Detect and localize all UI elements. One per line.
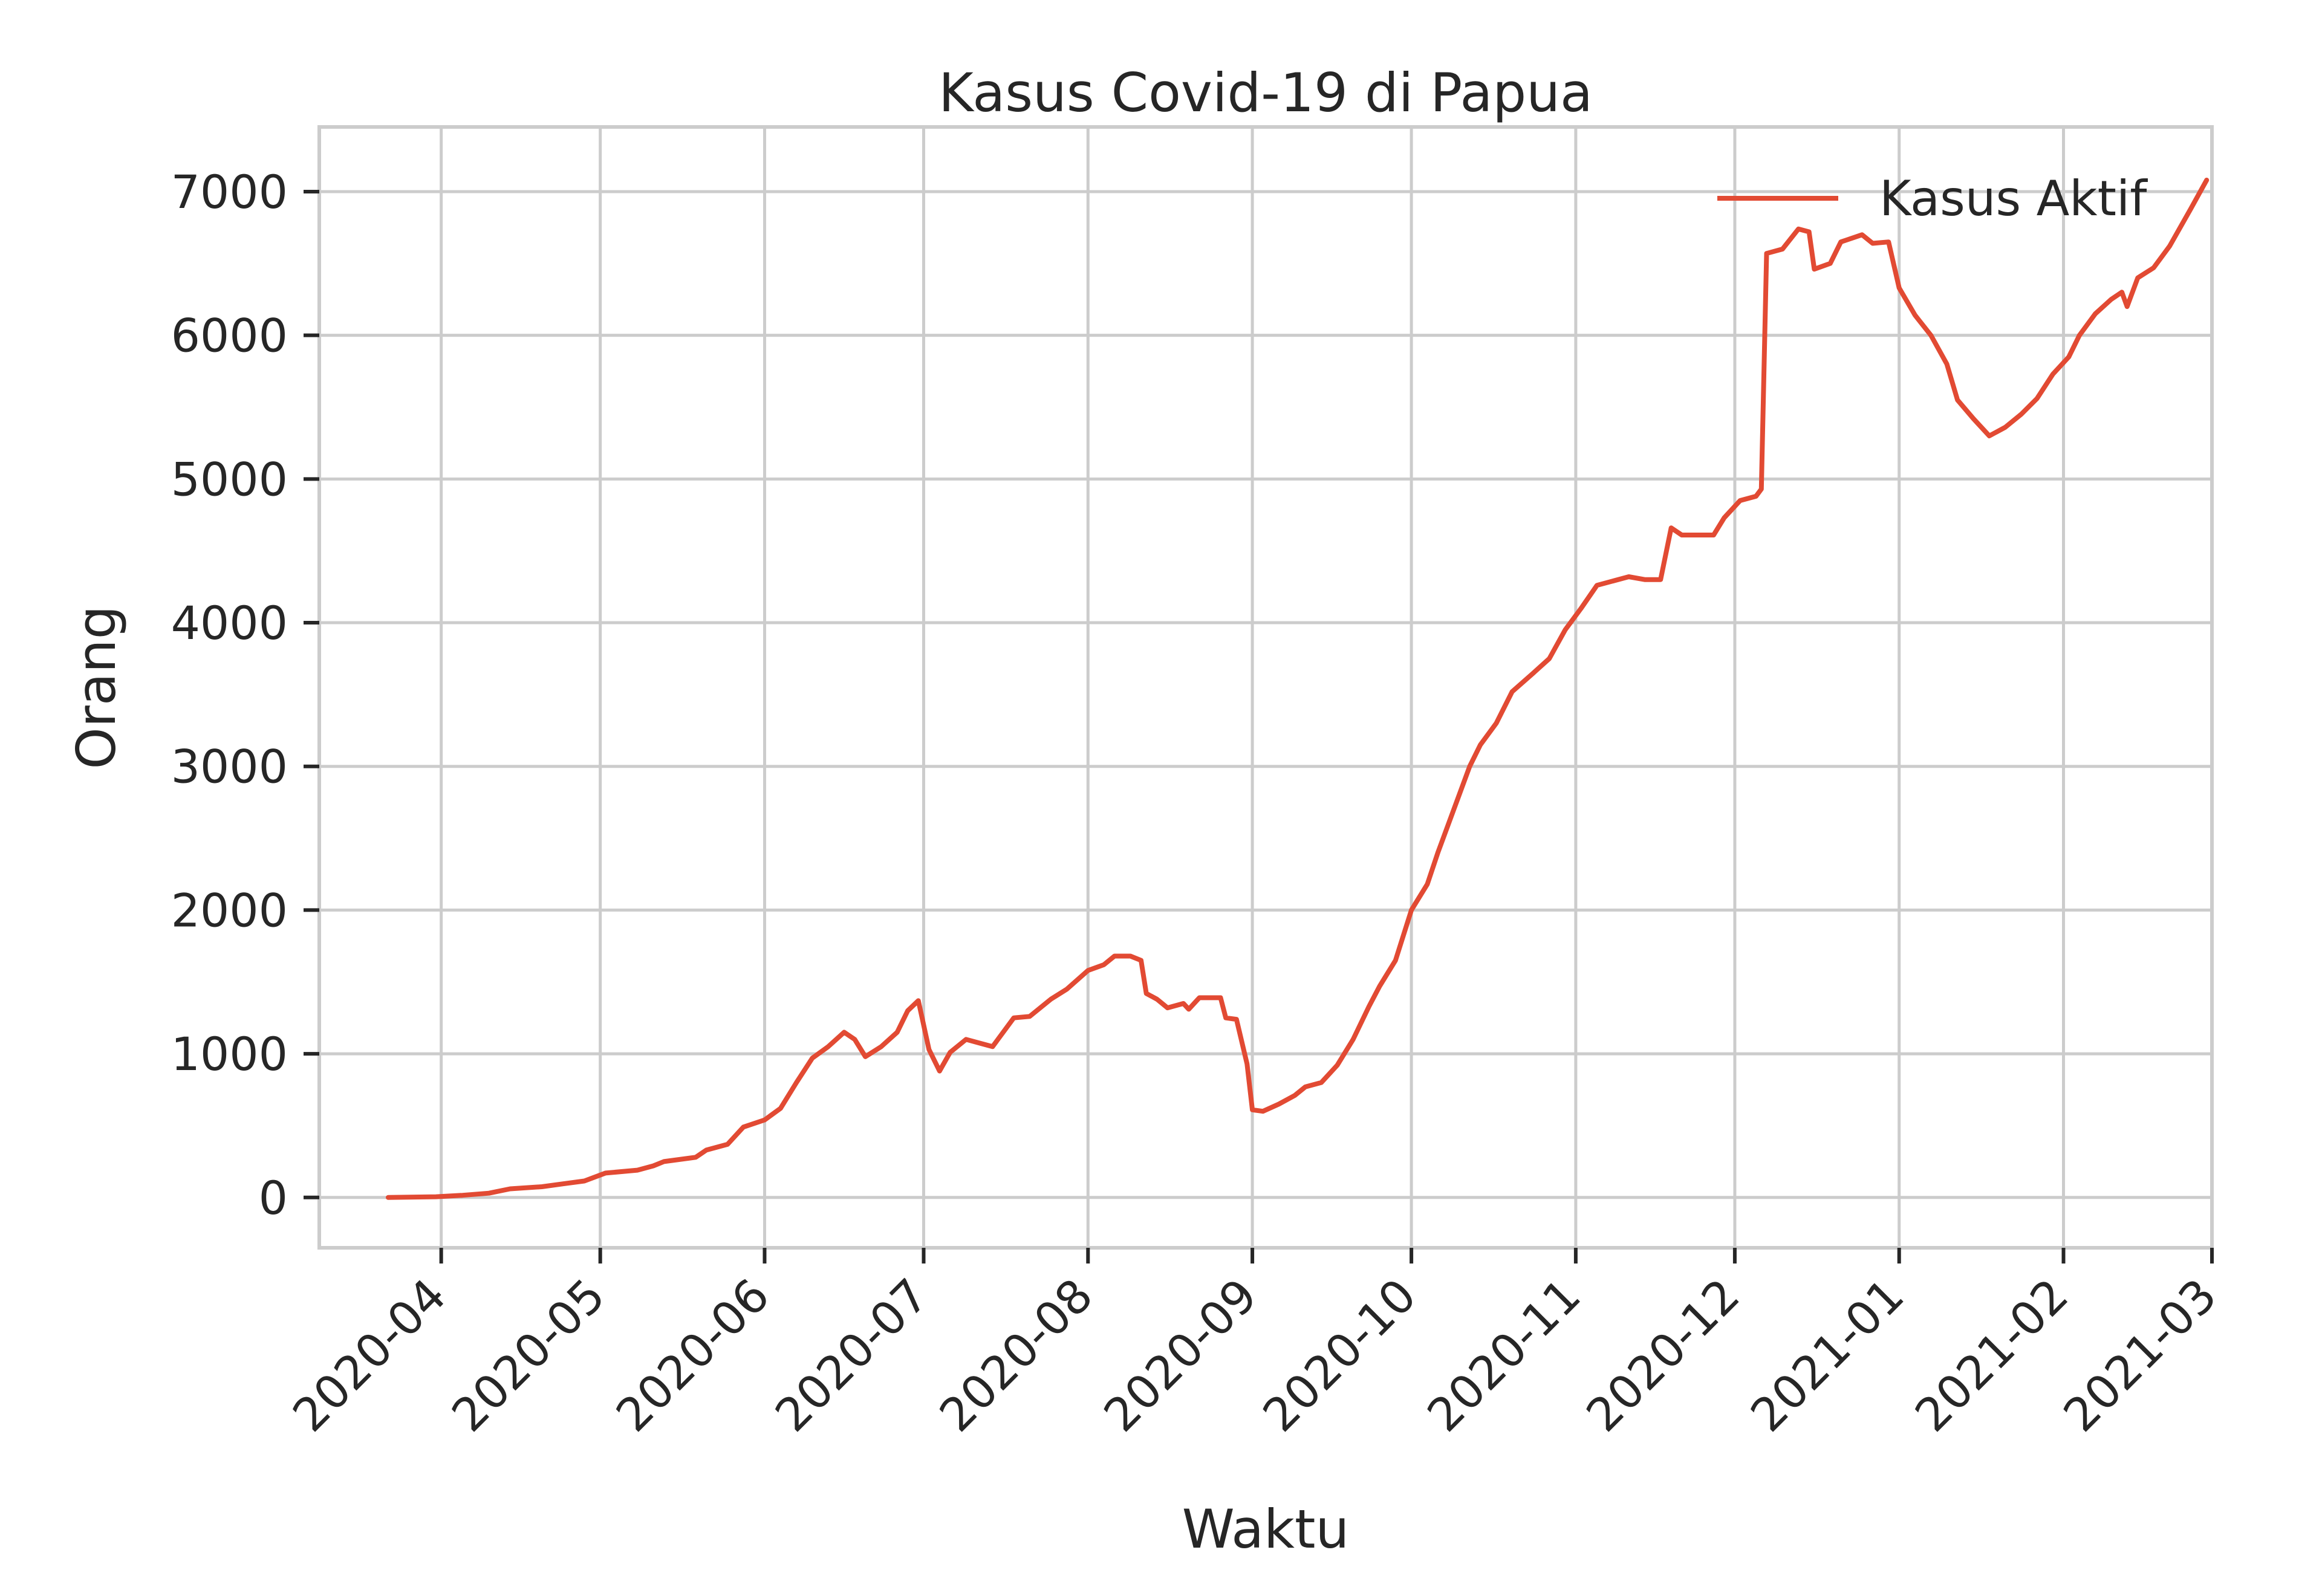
y-tick-label: 7000	[171, 165, 288, 219]
y-tick-label: 6000	[171, 309, 288, 363]
legend: Kasus Aktif	[1717, 170, 2148, 227]
y-tick-label: 4000	[171, 596, 288, 650]
y-tick-label: 0	[259, 1171, 288, 1225]
series-line-kasus-aktif	[386, 177, 2210, 1200]
y-tick-label: 5000	[171, 452, 288, 506]
x-grid	[440, 127, 2214, 1248]
y-axis-label: Orang	[65, 605, 128, 769]
y-grid	[319, 190, 2212, 1199]
y-tick-label: 2000	[171, 883, 288, 937]
chart-title: Kasus Covid-19 di Papua	[938, 62, 1593, 124]
y-ticks: 0 1000 2000 3000 4000 5000 6000 7000	[171, 165, 319, 1225]
y-tick-label: 1000	[171, 1027, 288, 1081]
legend-label: Kasus Aktif	[1879, 170, 2148, 227]
y-tick-label: 3000	[171, 740, 288, 794]
x-axis-label: Waktu	[1182, 1498, 1350, 1560]
plot-frame	[317, 125, 2214, 1250]
